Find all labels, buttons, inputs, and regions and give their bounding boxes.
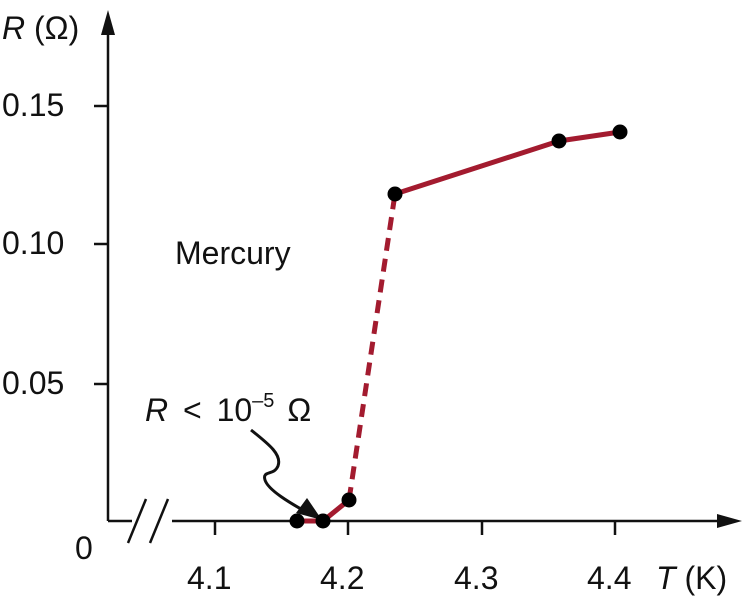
annotation-op: < (183, 392, 202, 428)
x-tick-label: 4.3 (454, 560, 499, 596)
x-axis-var: T (656, 560, 676, 596)
y-axis-title: R (Ω) (2, 10, 79, 47)
superconducting-annotation: R < 10–5 Ω (145, 390, 312, 429)
x-tick-label: 4.4 (587, 560, 632, 596)
annotation-arrow-icon (250, 428, 309, 515)
y-tick-label: 0 (75, 530, 93, 566)
annotation-unit: Ω (287, 392, 312, 428)
x-tick-label: 4.1 (187, 560, 232, 596)
data-markers (289, 124, 628, 529)
y-axis-unit: (Ω) (34, 10, 80, 46)
y-ticks (94, 104, 108, 386)
series-label-mercury: Mercury (175, 235, 291, 271)
annotation-arrowhead-icon (296, 498, 322, 520)
y-tick-label: 0.15 (2, 87, 65, 123)
x-ticks (213, 521, 617, 535)
data-series-mercury (294, 129, 623, 524)
annotation-base: 10 (216, 392, 253, 428)
x-axis-arrow-icon (717, 514, 742, 528)
y-tick-label: 0.05 (2, 365, 65, 401)
y-axis-arrow-icon (101, 10, 115, 35)
x-tick-label: 4.2 (320, 560, 365, 596)
x-axis-title: T (K) (656, 560, 727, 597)
axis-break-icon (126, 498, 172, 544)
annotation-exponent: –5 (252, 390, 275, 412)
annotation-var: R (145, 392, 169, 428)
y-axis-var: R (2, 10, 26, 46)
x-axis-unit: (K) (684, 560, 728, 596)
y-tick-label: 0.10 (2, 225, 65, 261)
